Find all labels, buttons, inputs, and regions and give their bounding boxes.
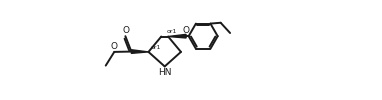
Polygon shape (131, 50, 149, 53)
Text: HN: HN (158, 68, 172, 77)
Text: O: O (122, 26, 129, 35)
Text: or1: or1 (167, 29, 177, 34)
Text: or1: or1 (151, 45, 161, 50)
Text: O: O (183, 26, 189, 35)
Text: O: O (111, 42, 118, 51)
Polygon shape (168, 34, 186, 38)
